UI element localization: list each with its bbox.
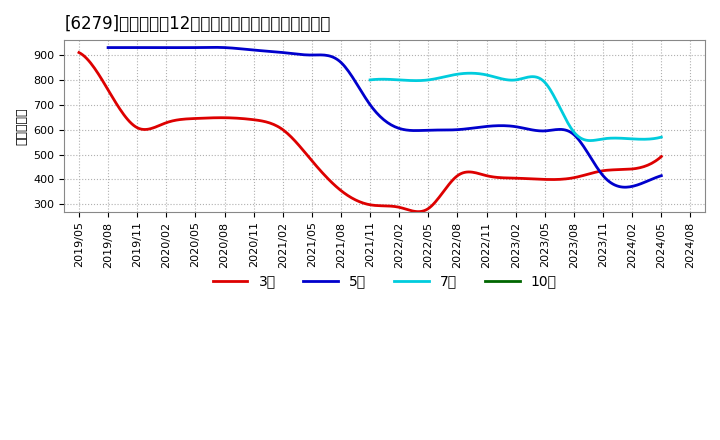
3年	[657, 154, 666, 159]
5年	[435, 128, 444, 133]
5年	[433, 128, 442, 133]
5年	[104, 45, 112, 50]
Legend: 3年, 5年, 7年, 10年: 3年, 5年, 7年, 10年	[207, 269, 562, 294]
3年	[433, 197, 441, 202]
7年	[466, 70, 474, 76]
7年	[545, 86, 554, 91]
5年	[444, 127, 453, 132]
7年	[540, 79, 549, 84]
7年	[613, 136, 622, 141]
3年	[421, 207, 430, 213]
Line: 3年: 3年	[79, 52, 662, 212]
7年	[657, 135, 666, 140]
Text: [6279]　経常利益12か月移動合計の標準偏差の推移: [6279] 経常利益12か月移動合計の標準偏差の推移	[64, 15, 330, 33]
Line: 5年: 5年	[108, 48, 662, 187]
7年	[366, 77, 375, 82]
Line: 7年: 7年	[370, 73, 662, 140]
7年	[631, 136, 640, 142]
5年	[607, 180, 616, 186]
3年	[76, 51, 85, 56]
3年	[423, 206, 432, 212]
5年	[106, 45, 114, 50]
5年	[572, 134, 580, 139]
5年	[210, 45, 218, 50]
Y-axis label: （百万円）: （百万円）	[15, 107, 28, 145]
3年	[567, 176, 576, 181]
7年	[539, 78, 548, 84]
3年	[413, 209, 422, 214]
3年	[604, 168, 613, 173]
7年	[366, 77, 374, 83]
5年	[657, 173, 666, 178]
5年	[620, 184, 629, 190]
3年	[75, 50, 84, 55]
7年	[586, 138, 595, 143]
